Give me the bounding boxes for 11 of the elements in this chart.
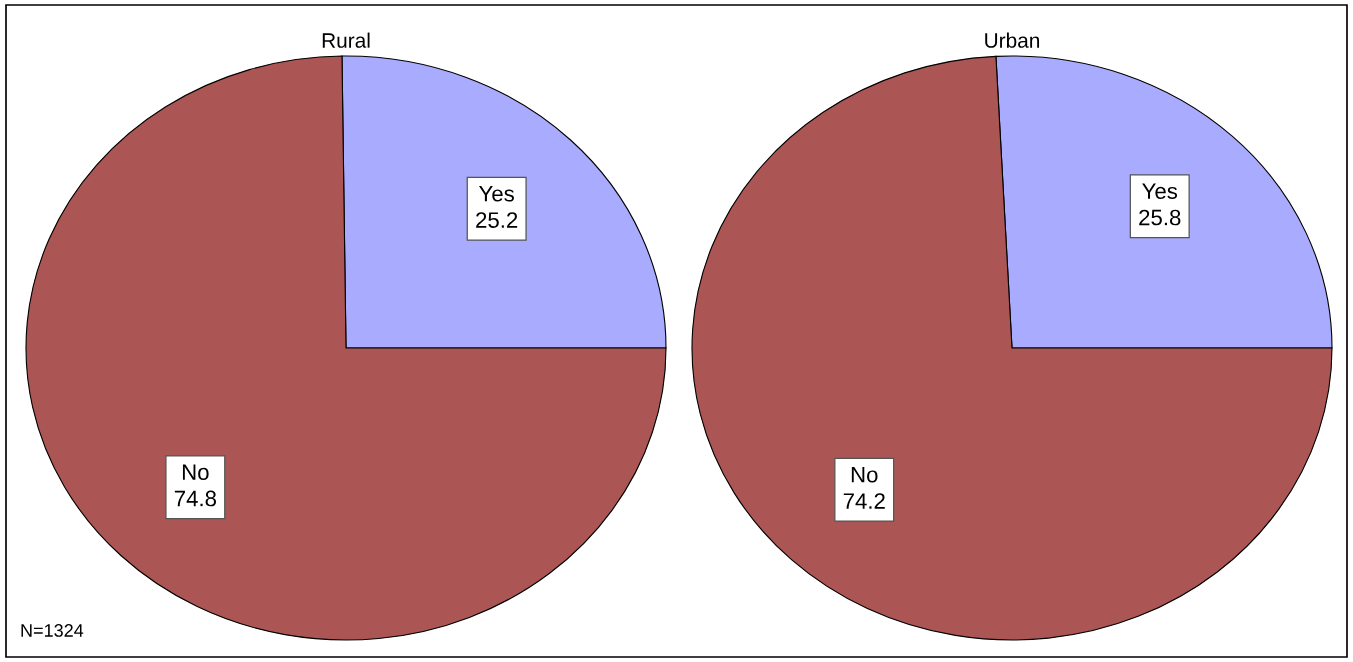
chart-title: Rural bbox=[322, 32, 370, 48]
chart-title: Urban bbox=[985, 32, 1040, 48]
data-label: 74.2 bbox=[843, 493, 885, 509]
slice-label: Yes bbox=[479, 186, 514, 202]
data-label: 25.2 bbox=[476, 212, 518, 228]
data-label: 25.8 bbox=[1139, 209, 1181, 226]
text: N=1324 bbox=[21, 624, 84, 637]
slice-label: No bbox=[182, 464, 209, 480]
slice-label: No bbox=[851, 467, 878, 483]
slice-label: Yes bbox=[1142, 183, 1178, 200]
data-label: 74.8 bbox=[174, 490, 217, 507]
